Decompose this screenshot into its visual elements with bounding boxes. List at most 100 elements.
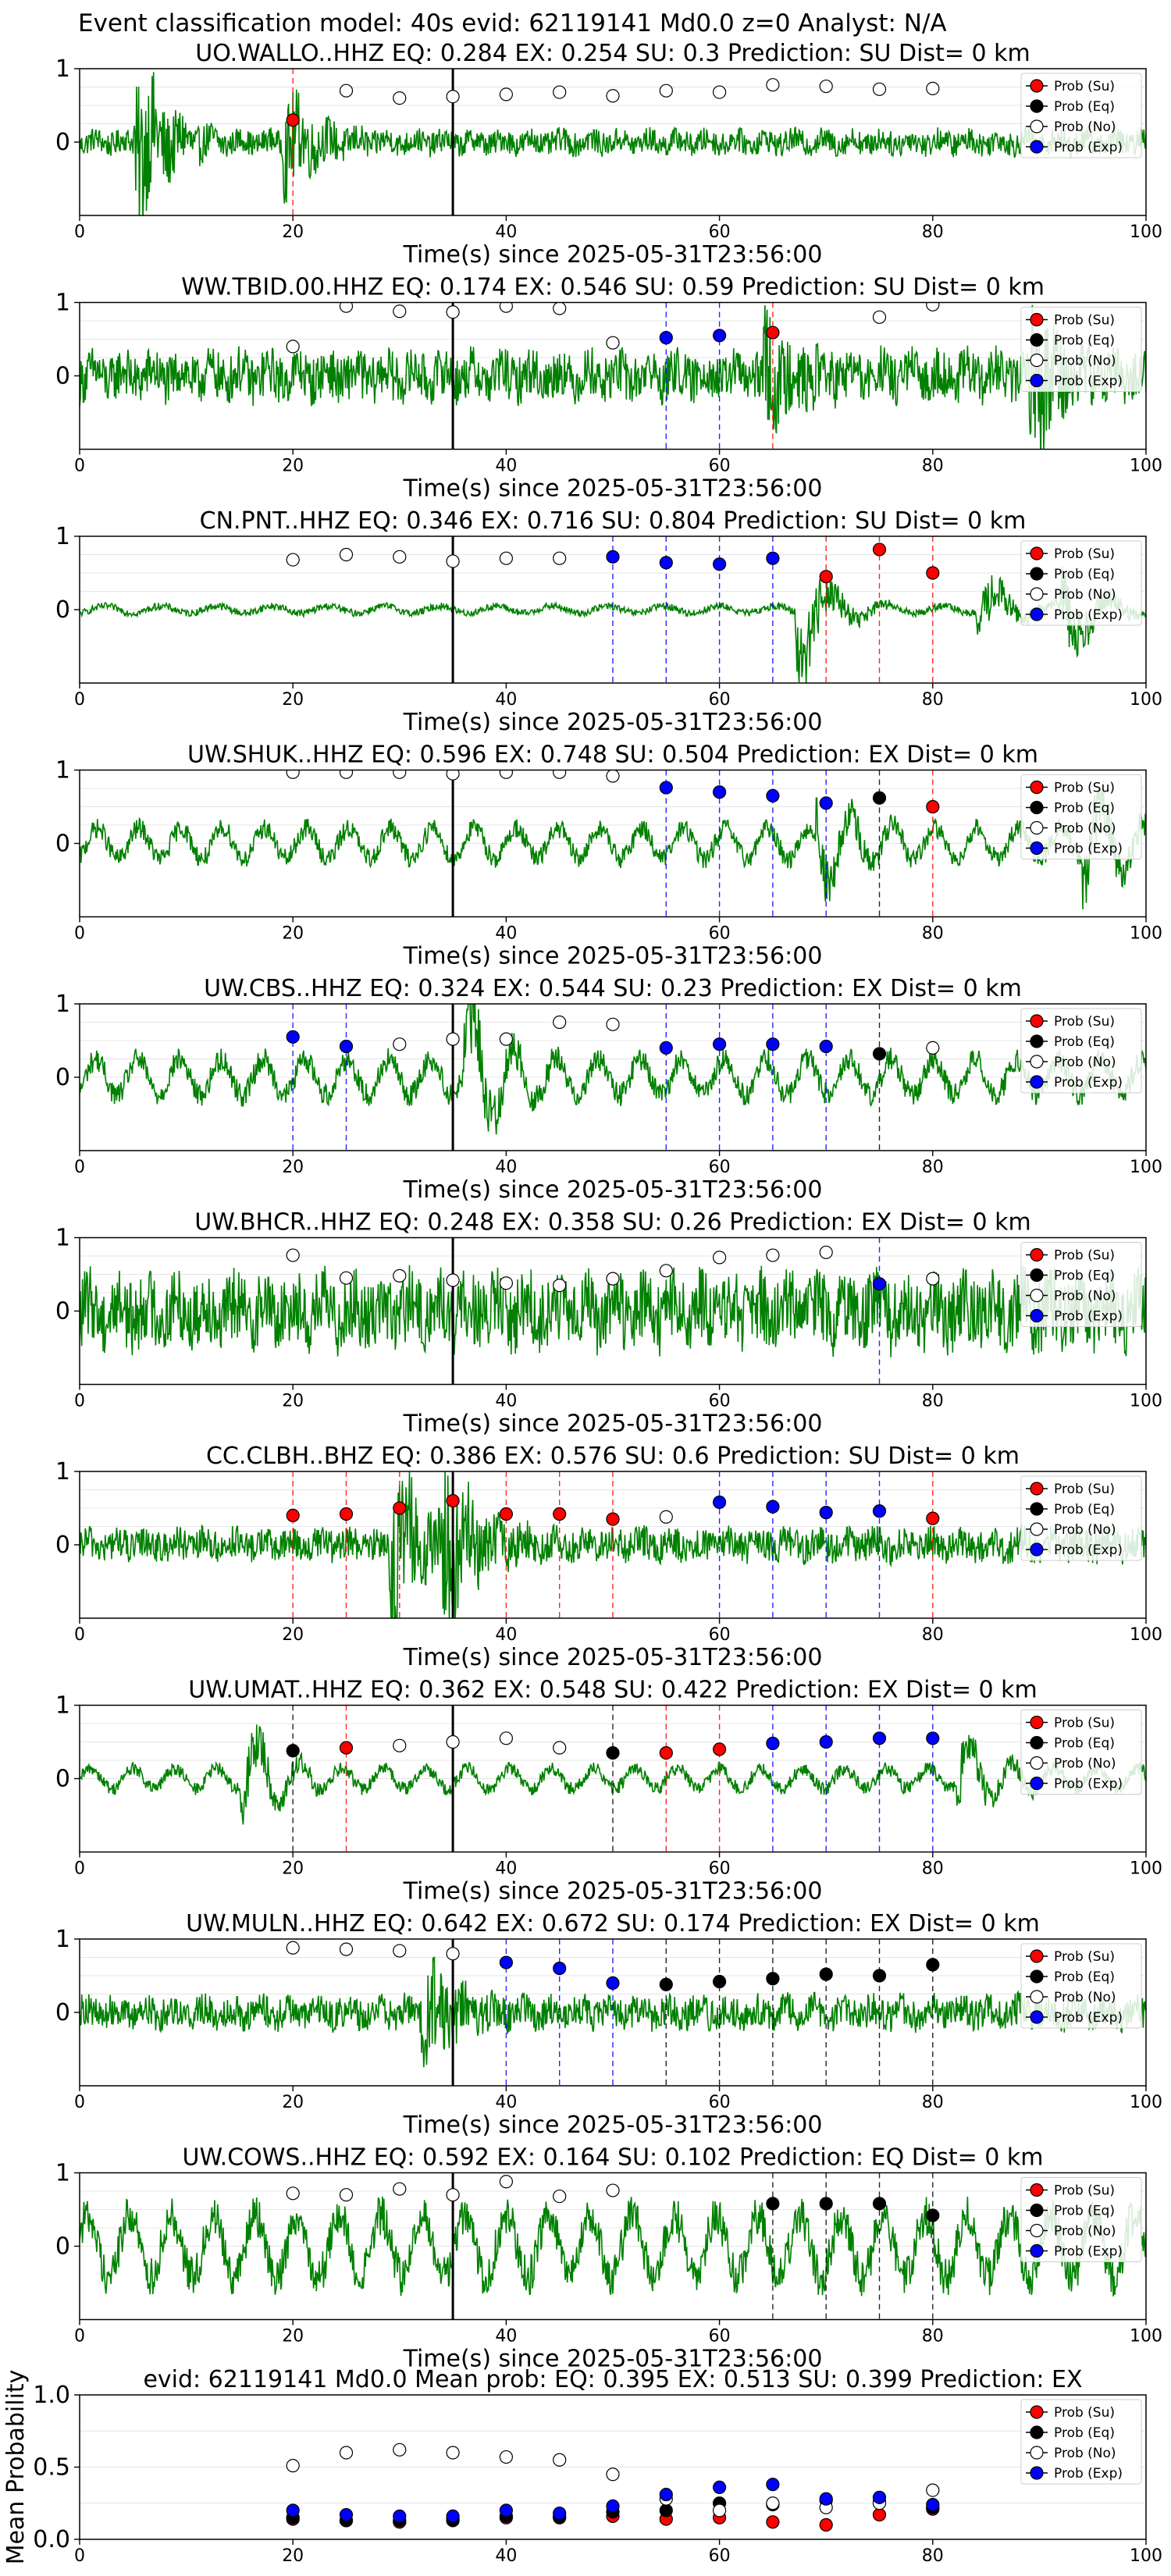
legend-label-eq: Prob (Eq) — [1054, 1034, 1115, 1050]
x-tick-label: 60 — [709, 690, 731, 710]
probability-point-exp — [819, 1506, 833, 1520]
panel-title: UW.BHCR..HHZ EQ: 0.248 EX: 0.358 SU: 0.2… — [194, 1209, 1030, 1236]
probability-point-su — [712, 1742, 727, 1756]
probability-point-no — [499, 1731, 514, 1745]
y-tick-label: 1.0 — [33, 2382, 70, 2409]
probability-point-su — [286, 1508, 300, 1523]
probability-point-no — [339, 84, 354, 98]
x-tick-label: 20 — [282, 924, 304, 944]
legend-label-no: Prob (No) — [1054, 1055, 1116, 1070]
x-tick-label: 40 — [495, 690, 517, 710]
legend-label-no: Prob (No) — [1054, 2224, 1116, 2240]
legend-label-eq: Prob (Eq) — [1054, 333, 1115, 349]
y-tick-label: 0 — [55, 1298, 70, 1325]
x-axis-label: Time(s) since 2025-05-31T23:56:00 — [403, 1878, 823, 1905]
probability-point-exp — [712, 329, 727, 343]
legend-marker-su — [1030, 1482, 1044, 1496]
x-tick-label: 60 — [709, 924, 731, 944]
legend-marker-no — [1030, 587, 1044, 601]
x-tick-label: 20 — [282, 690, 304, 710]
x-axis-label: Time(s) since 2025-05-31T23:56:00 — [403, 1176, 823, 1204]
mean-point-exp — [872, 2490, 887, 2504]
legend-marker-su — [1030, 79, 1044, 93]
probability-point-no — [446, 1032, 460, 1046]
probability-point-exp — [659, 781, 673, 795]
x-tick-label: 100 — [1130, 2327, 1162, 2347]
legend-marker-su — [1030, 780, 1044, 795]
probability-point-eq — [766, 2197, 780, 2211]
x-axis-label: Time(s) since 2025-05-31T23:56:00 — [403, 475, 823, 503]
x-tick-label: 80 — [922, 1859, 944, 1879]
probability-point-no — [499, 770, 513, 779]
legend-marker-eq — [1030, 567, 1044, 581]
probability-point-no — [339, 302, 354, 313]
legend-marker-eq — [1030, 333, 1044, 347]
probability-point-eq — [659, 1977, 673, 1991]
probability-point-no — [393, 1268, 407, 1283]
probability-point-no — [659, 1264, 673, 1278]
legend-box — [1020, 1943, 1142, 2029]
legend-box — [1020, 774, 1142, 859]
x-tick-label: 100 — [1130, 1859, 1162, 1879]
legend-marker-eq — [1030, 800, 1044, 815]
probability-point-exp — [553, 1962, 567, 1976]
legend-box — [1020, 2399, 1142, 2485]
mean-point-su — [819, 2517, 833, 2532]
x-tick-label: 0 — [74, 2093, 85, 2112]
mean-point-no — [393, 2443, 407, 2457]
panel-title: CN.PNT..HHZ EQ: 0.346 EX: 0.716 SU: 0.80… — [200, 507, 1027, 535]
probability-point-no — [393, 1944, 407, 1958]
legend-marker-exp — [1030, 2010, 1044, 2024]
probability-point-no — [872, 82, 887, 96]
legend-label-exp: Prob (Exp) — [1054, 140, 1123, 155]
probability-point-su — [926, 566, 940, 580]
legend-box — [1020, 1475, 1142, 1561]
legend-label-no: Prob (No) — [1054, 1990, 1116, 2005]
legend-marker-su — [1030, 546, 1044, 560]
legend-label-no: Prob (No) — [1054, 119, 1116, 135]
legend-box — [1020, 1710, 1142, 1795]
y-tick-label: 1 — [55, 1692, 70, 1720]
legend-marker-no — [1030, 119, 1044, 133]
x-tick-label: 40 — [495, 222, 517, 242]
mean-point-exp — [819, 2492, 833, 2506]
plot-area — [80, 2172, 1146, 2320]
x-tick-label: 20 — [282, 222, 304, 242]
probability-point-su — [553, 1507, 567, 1521]
mean-point-exp — [926, 2498, 940, 2512]
mean-point-eq — [659, 2503, 673, 2517]
probability-point-no — [286, 770, 300, 779]
probability-point-eq — [926, 1958, 940, 1972]
probability-point-no — [446, 90, 460, 104]
station-panel: UW.CBS..HHZ EQ: 0.324 EX: 0.544 SU: 0.23… — [55, 975, 1162, 1204]
probability-point-no — [553, 1015, 567, 1030]
mean-point-exp — [393, 2509, 407, 2523]
x-tick-label: 80 — [922, 2327, 944, 2347]
y-axis-label: Mean Probability — [2, 2370, 30, 2565]
x-tick-label: 100 — [1130, 1392, 1162, 1411]
x-tick-label: 0 — [74, 222, 85, 242]
legend-marker-no — [1030, 1522, 1044, 1536]
x-axis-label: Time(s) since 2025-05-31T23:56:00 — [403, 241, 823, 269]
x-tick-label: 0 — [74, 924, 85, 944]
probability-point-no — [393, 1738, 407, 1752]
legend-marker-eq — [1030, 1268, 1044, 1283]
legend-marker-no — [1030, 2446, 1044, 2460]
probability-point-no — [606, 2183, 620, 2197]
probability-point-exp — [712, 1495, 727, 1510]
x-tick-label: 20 — [282, 2327, 304, 2347]
probability-point-no — [606, 1017, 620, 1031]
plot-area — [80, 302, 1146, 450]
mean-point-no — [606, 2467, 620, 2482]
probability-point-exp — [659, 1041, 673, 1055]
legend-label-no: Prob (No) — [1054, 2446, 1116, 2461]
x-tick-label: 60 — [709, 2327, 731, 2347]
station-panel: CN.PNT..HHZ EQ: 0.346 EX: 0.716 SU: 0.80… — [55, 507, 1162, 736]
y-tick-label: 1 — [55, 1225, 70, 1252]
probability-point-no — [446, 2188, 460, 2202]
probability-point-no — [766, 1248, 780, 1262]
legend-label-su: Prob (Su) — [1054, 1949, 1115, 1965]
x-tick-label: 20 — [282, 457, 304, 476]
y-tick-label: 1 — [55, 1926, 70, 1953]
probability-point-no — [393, 91, 407, 105]
